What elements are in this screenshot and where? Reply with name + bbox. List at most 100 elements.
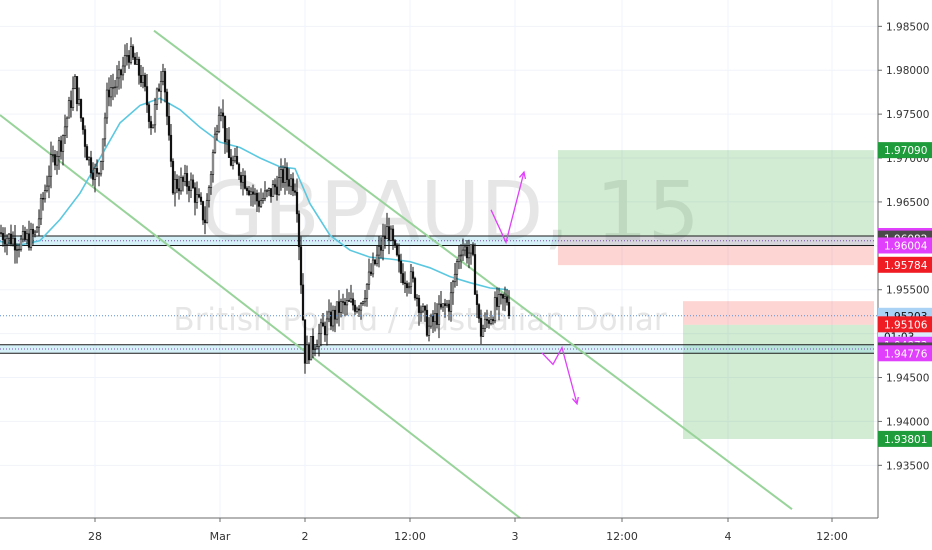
candle-body [477, 304, 481, 319]
candle-body [475, 294, 479, 305]
candle-body [471, 244, 475, 255]
candle-body [135, 59, 139, 65]
candle-body [101, 138, 105, 162]
stop-zone [558, 236, 874, 266]
candle-body [223, 115, 227, 143]
candle-body [143, 74, 147, 87]
candle-body [73, 76, 77, 89]
candle-body [163, 71, 167, 93]
candle-body [17, 248, 21, 251]
candle-body [261, 198, 265, 201]
price-tick-label: 1.94500 [886, 373, 929, 385]
candle-body [5, 237, 9, 245]
sr-band-fill [0, 235, 874, 246]
candle-body [167, 115, 171, 136]
candle-body [29, 229, 33, 248]
candle-body [9, 233, 13, 245]
candle-body [1, 233, 5, 240]
candle-body [193, 187, 197, 203]
candle-body [303, 319, 307, 364]
candle-body [205, 200, 209, 224]
candle-body [413, 278, 417, 299]
candle-body [407, 286, 411, 289]
candle-body [231, 160, 235, 166]
candle-body [215, 131, 219, 135]
candle-body [137, 59, 141, 76]
candle-body [351, 298, 355, 306]
candlestick-series [0, 37, 511, 374]
candle-body [263, 190, 267, 199]
symbol-watermark: GBPAUD, 15 British Pound / Australian Do… [173, 165, 699, 338]
time-tick-label: 3 [512, 530, 519, 543]
candle-body [197, 194, 201, 198]
candle-body [255, 192, 259, 202]
projection-arrows[interactable] [490, 170, 579, 406]
price-tick-label: 1.93500 [886, 460, 929, 472]
candle-body [417, 297, 421, 313]
candle-body [265, 190, 269, 192]
candle-body [87, 157, 91, 161]
candle-body [401, 273, 405, 284]
trend-line[interactable] [153, 29, 793, 511]
candle-body [177, 188, 181, 192]
candle-body [35, 226, 39, 233]
projection-arrow-path[interactable] [541, 345, 578, 405]
candle-body [345, 300, 349, 306]
candle-body [47, 175, 51, 187]
candle-body [403, 282, 407, 284]
candle-body [179, 177, 183, 192]
candle-body [151, 124, 155, 129]
candle-body [299, 246, 303, 286]
candle-body [39, 198, 43, 220]
candle-body [41, 198, 45, 200]
candle-body [207, 187, 211, 201]
price-badge-bg [878, 142, 932, 159]
candle-body [93, 168, 97, 180]
candle-body [469, 244, 473, 254]
candle-body [159, 80, 163, 92]
candle-body [97, 172, 101, 175]
candle-body [483, 318, 487, 329]
candle-body [335, 301, 339, 320]
candle-body [225, 139, 229, 143]
candle-body [95, 168, 99, 174]
candle-body [49, 154, 53, 177]
candle-body [279, 169, 283, 178]
time-scale-background[interactable] [0, 518, 932, 550]
candle-body [55, 156, 59, 166]
candle-body [237, 163, 241, 176]
projection-arrow-path[interactable] [490, 171, 525, 245]
candle-body [333, 309, 337, 320]
time-tick-label: 2 [302, 530, 309, 543]
candle-body [381, 236, 385, 251]
candle-body [451, 281, 455, 294]
candle-body [369, 271, 373, 275]
candle-body [317, 333, 321, 347]
candle-body [455, 261, 459, 275]
candle-body [241, 175, 245, 183]
price-badge-label: 1.93801 [884, 434, 927, 446]
candle-body [199, 196, 203, 202]
candle-body [61, 135, 65, 152]
candle-body [251, 191, 255, 195]
time-tick-label: 12:00 [606, 530, 638, 543]
candle-body [429, 315, 433, 327]
candle-body [433, 313, 437, 323]
candle-body [201, 201, 205, 221]
candle-body [145, 86, 149, 106]
candle-body [115, 77, 119, 88]
candle-body [171, 161, 175, 194]
candle-body [161, 71, 165, 82]
candle-body [399, 260, 403, 274]
candle-body [285, 167, 289, 180]
candle-body [233, 155, 237, 162]
candle-body [391, 228, 395, 241]
time-tick-label: 28 [88, 530, 102, 543]
candle-body [119, 69, 123, 76]
candle-body [173, 179, 177, 194]
candle-body [497, 293, 501, 307]
candle-body [247, 190, 251, 196]
candle-body [409, 271, 413, 288]
candle-body [343, 302, 347, 306]
